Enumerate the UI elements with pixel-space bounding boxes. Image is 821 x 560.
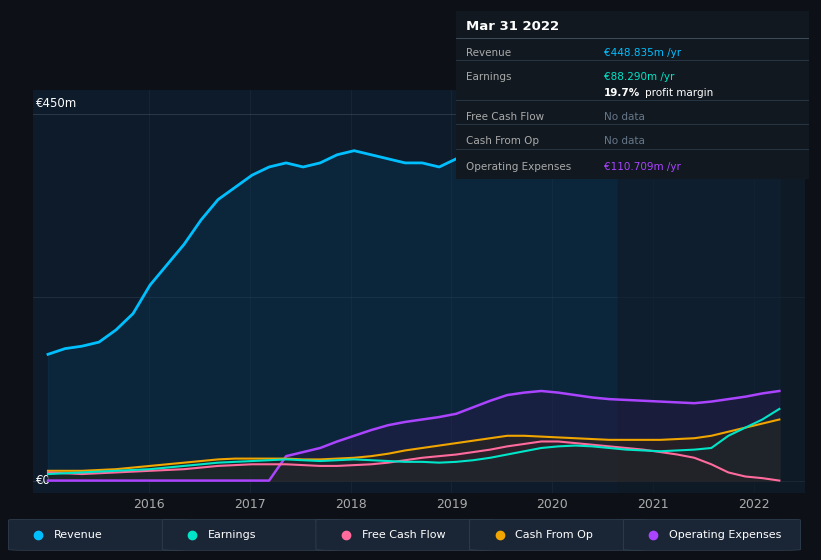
Text: Free Cash Flow: Free Cash Flow: [466, 112, 544, 122]
FancyBboxPatch shape: [163, 519, 340, 550]
Text: Free Cash Flow: Free Cash Flow: [361, 530, 445, 540]
FancyBboxPatch shape: [623, 519, 800, 550]
Text: Operating Expenses: Operating Expenses: [669, 530, 782, 540]
Text: No data: No data: [604, 112, 644, 122]
Text: Revenue: Revenue: [54, 530, 103, 540]
Text: €88.290m /yr: €88.290m /yr: [604, 72, 674, 82]
Text: Revenue: Revenue: [466, 48, 511, 58]
Text: Operating Expenses: Operating Expenses: [466, 162, 571, 172]
Text: 19.7%: 19.7%: [604, 88, 640, 99]
FancyBboxPatch shape: [316, 519, 493, 550]
Text: Mar 31 2022: Mar 31 2022: [466, 20, 559, 32]
FancyBboxPatch shape: [8, 519, 186, 550]
Text: Earnings: Earnings: [208, 530, 256, 540]
Text: Cash From Op: Cash From Op: [466, 136, 539, 146]
Text: Earnings: Earnings: [466, 72, 511, 82]
Text: €0: €0: [36, 474, 51, 487]
Text: €110.709m /yr: €110.709m /yr: [604, 162, 681, 172]
Text: profit margin: profit margin: [644, 88, 713, 99]
Bar: [618, 90, 810, 493]
FancyBboxPatch shape: [470, 519, 647, 550]
Text: €448.835m /yr: €448.835m /yr: [604, 48, 681, 58]
Text: Cash From Op: Cash From Op: [516, 530, 594, 540]
Text: No data: No data: [604, 136, 644, 146]
Text: €450m: €450m: [36, 97, 77, 110]
